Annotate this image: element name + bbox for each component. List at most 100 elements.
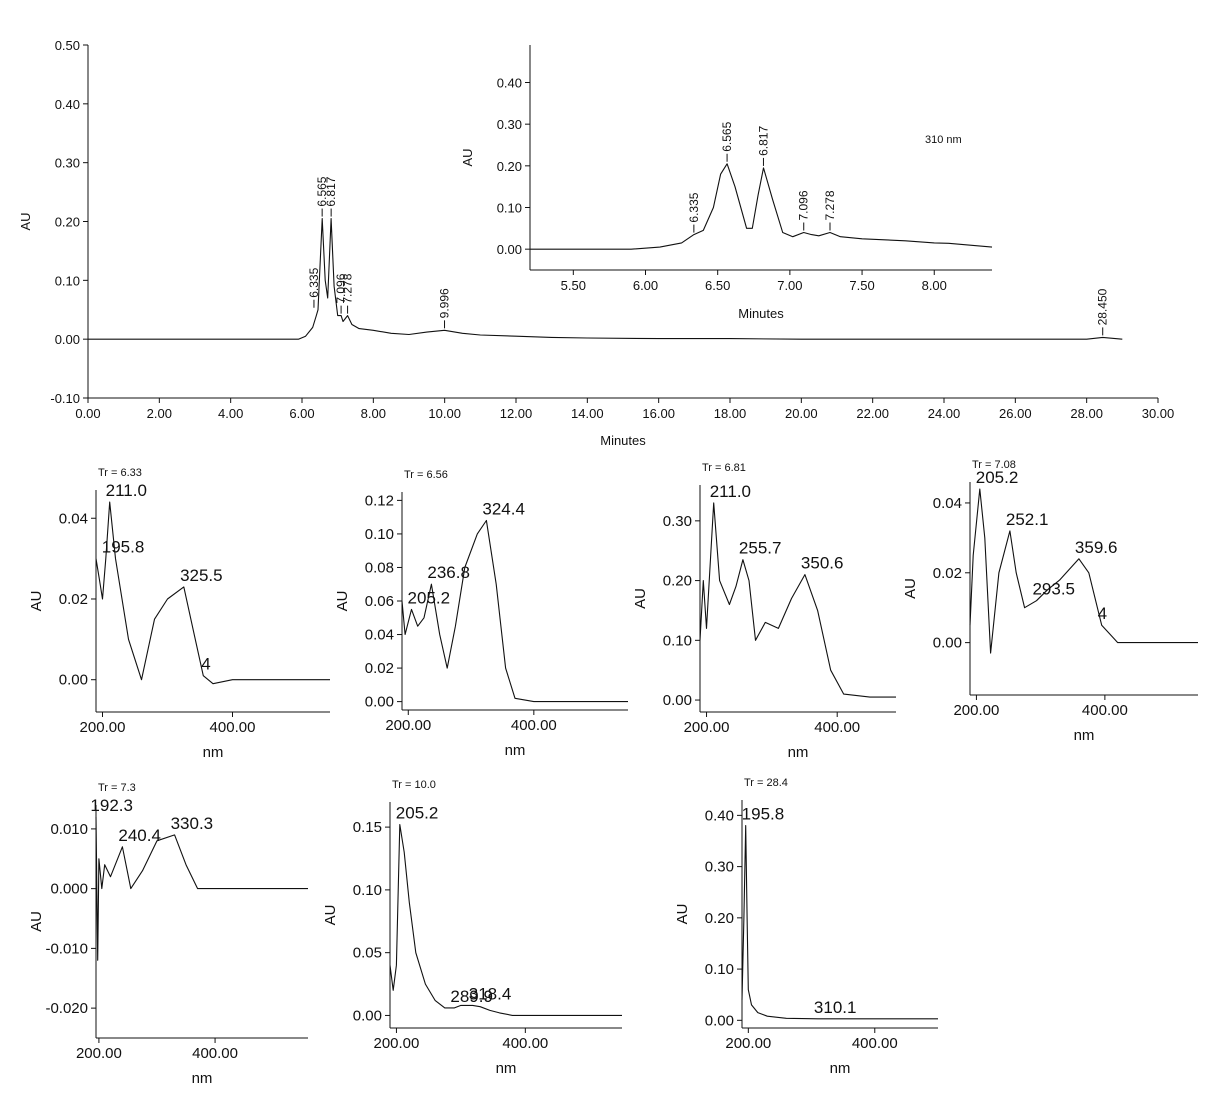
peak-label: 7.278 — [823, 190, 837, 220]
y-tick-label: 0.08 — [365, 559, 394, 576]
x-tick-label: 8.00 — [922, 278, 947, 293]
y-tick-label: 0.20 — [55, 215, 80, 230]
y-tick-label: -0.010 — [45, 940, 88, 957]
chart-title: Tr = 10.0 — [392, 779, 436, 791]
chart-title: Tr = 7.08 — [972, 459, 1016, 471]
x-tick-label: 400.00 — [192, 1045, 238, 1062]
x-tick-label: 200.00 — [725, 1035, 771, 1052]
x-tick-label: 400.00 — [814, 719, 860, 736]
y-tick-label: 0.00 — [663, 692, 692, 709]
y-tick-label: 0.10 — [55, 273, 80, 288]
y-tick-label: 0.12 — [365, 492, 394, 509]
peak-label: 4 — [201, 655, 210, 674]
series-line-1 — [389, 824, 622, 1016]
y-tick-label: 0.50 — [55, 38, 80, 53]
y-tick-label: 0.20 — [663, 573, 692, 590]
peak-label: 7.278 — [341, 273, 355, 303]
peak-label: 252.1 — [1006, 510, 1049, 529]
peak-label: 330.3 — [171, 814, 214, 833]
y-tick-label: 0.20 — [705, 910, 734, 927]
y-tick-label: 0.10 — [663, 632, 692, 649]
x-tick-label: 30.00 — [1142, 406, 1175, 421]
y-tick-label: 0.30 — [497, 117, 522, 132]
peak-label: 255.7 — [739, 539, 782, 558]
x-axis-label: nm — [203, 744, 224, 761]
x-tick-label: 6.50 — [705, 278, 730, 293]
peak-label: 6.335 — [687, 192, 701, 222]
peak-label: 211.0 — [710, 482, 751, 501]
y-tick-label: 0.10 — [705, 961, 734, 978]
y-tick-label: 0.00 — [353, 1007, 382, 1024]
y-tick-label: 0.40 — [55, 97, 80, 112]
wavelength-annotation: 310 nm — [925, 134, 962, 146]
y-tick-label: 0.02 — [933, 565, 962, 582]
y-axis-label: AU — [322, 905, 339, 926]
x-tick-label: 0.00 — [75, 406, 100, 421]
chart-title: Tr = 7.3 — [98, 782, 136, 794]
x-tick-label: 200.00 — [385, 717, 431, 734]
chart-panel-1: -0.100.000.100.200.300.400.500.00 2.00 4.0… — [18, 38, 1174, 448]
peak-label: 7.096 — [334, 273, 348, 303]
x-tick-label: 2.00 — [147, 406, 172, 421]
peak-label: 310.1 — [814, 998, 857, 1017]
x-axis-label: nm — [505, 742, 526, 759]
x-tick-label: 20.00 — [785, 406, 818, 421]
peak-label: 6.565 — [720, 121, 734, 151]
x-axis-label: nm — [192, 1070, 213, 1087]
x-axis-label: Minutes — [738, 306, 784, 321]
y-tick-label: 0.010 — [50, 821, 88, 838]
x-tick-label: 200.00 — [76, 1045, 122, 1062]
x-tick-label: 16.00 — [642, 406, 675, 421]
y-tick-label: 0.00 — [497, 242, 522, 257]
peak-label: 289.9 — [450, 987, 493, 1006]
x-tick-label: 12.00 — [500, 406, 533, 421]
peak-label: 195.8 — [102, 538, 145, 557]
chart-panel-8: 0.00 0.05 0.10 0.15 200.00 400.00 nm AU Tr = 10.… — [322, 779, 622, 1077]
y-axis-label: AU — [460, 148, 475, 166]
x-tick-label: 200.00 — [80, 719, 126, 736]
y-tick-label: 0.10 — [497, 201, 522, 216]
y-tick-label: 0.30 — [55, 156, 80, 171]
chart-panel-6: 0.00 0.02 0.04 200.00 400.00 nm AU Tr = 7.08205… — [902, 459, 1198, 744]
x-tick-label: 400.00 — [852, 1035, 898, 1052]
peak-label: 293.5 — [1032, 580, 1075, 599]
peak-label: 4 — [1098, 604, 1107, 623]
series-line-1 — [401, 519, 628, 703]
chart-panel-7: -0.020 -0.010 0.000 0.010 200.00 400.00 nm AU Tr… — [28, 782, 308, 1087]
peak-label: 205.2 — [396, 804, 439, 823]
series-line-1 — [969, 488, 1198, 654]
peak-label: 240.4 — [118, 826, 161, 845]
x-axis-label: nm — [788, 744, 809, 761]
x-axis-label: Minutes — [600, 433, 646, 448]
x-tick-label: 18.00 — [714, 406, 747, 421]
x-tick-label: 22.00 — [856, 406, 889, 421]
x-tick-label: 26.00 — [999, 406, 1032, 421]
series-line-1 — [95, 501, 330, 685]
peak-label: 6.335 — [307, 267, 321, 297]
x-tick-label: 400.00 — [511, 717, 557, 734]
series-line-1 — [88, 218, 1123, 340]
y-tick-label: 0.10 — [365, 526, 394, 543]
y-axis-label: AU — [902, 578, 919, 599]
x-tick-label: 400.00 — [502, 1035, 548, 1052]
peak-label: 318.4 — [469, 984, 512, 1003]
y-tick-label: 0.20 — [497, 159, 522, 174]
y-axis-label: AU — [18, 212, 33, 230]
peak-label: 205.2 — [408, 588, 451, 607]
x-tick-label: 28.00 — [1070, 406, 1103, 421]
y-tick-label: 0.02 — [59, 591, 88, 608]
x-tick-label: 400.00 — [210, 719, 256, 736]
chart-title: Tr = 6.56 — [404, 469, 448, 481]
peak-label: 350.6 — [801, 554, 844, 573]
peak-label: 205.2 — [976, 468, 1019, 487]
x-axis-label: nm — [496, 1060, 517, 1077]
y-axis-label: AU — [674, 904, 691, 925]
x-tick-label: 5.50 — [561, 278, 586, 293]
chart-title: Tr = 28.4 — [744, 777, 788, 789]
peak-label: 6.817 — [756, 126, 770, 156]
y-tick-label: 0.00 — [705, 1012, 734, 1029]
y-tick-label: 0.00 — [933, 635, 962, 652]
chart-panel-5: 0.00 0.10 0.20 0.30 200.00 400.00 nm AU Tr = 6.8… — [632, 462, 896, 761]
x-axis-label: nm — [1074, 727, 1095, 744]
